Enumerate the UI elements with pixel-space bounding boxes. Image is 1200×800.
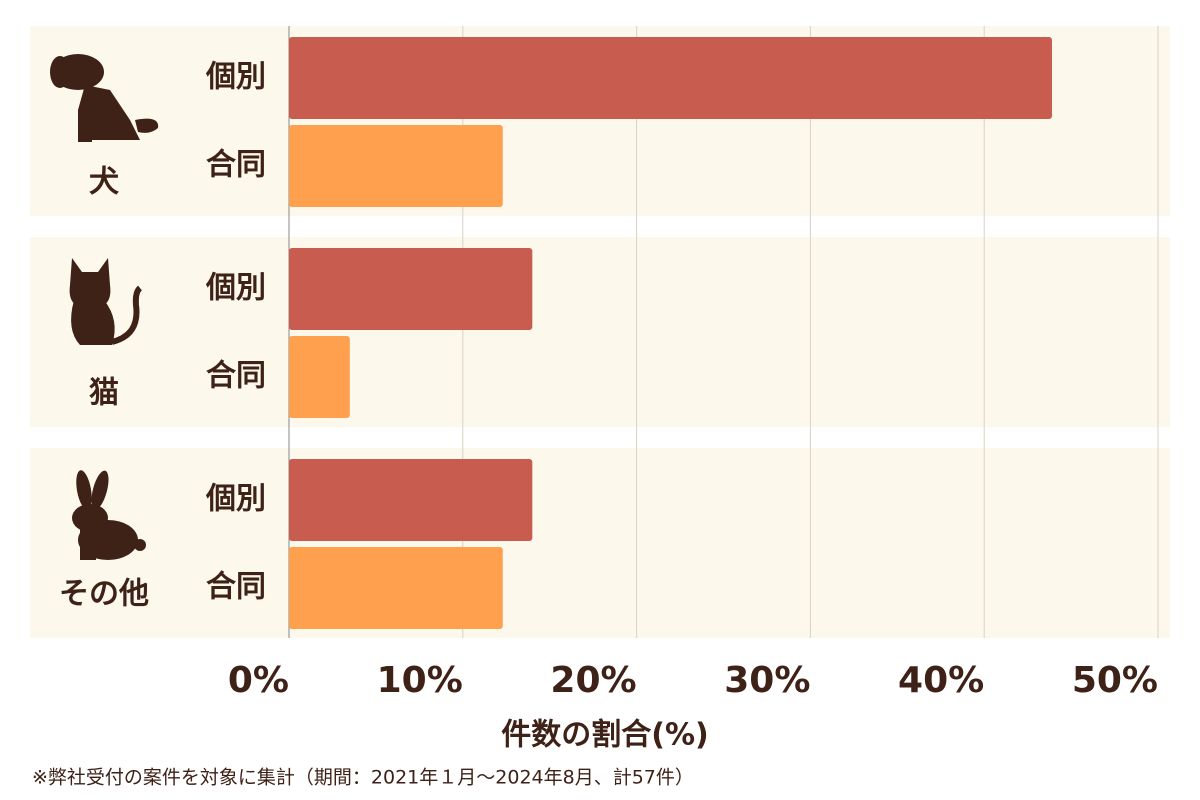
category-label: 犬 — [89, 165, 119, 200]
x-tick-label: 10% — [377, 660, 463, 701]
bar — [289, 547, 503, 629]
x-tick-label: 0% — [228, 660, 289, 701]
bar — [289, 37, 1052, 119]
category-label: その他 — [59, 577, 149, 612]
x-axis-label: 件数の割合(%) — [501, 718, 708, 753]
x-tick-label: 30% — [724, 660, 810, 701]
footnote: ※弊社受付の案件を対象に集計（期間：2021年１月〜2024年8月、計57件） — [32, 767, 694, 789]
bar — [289, 336, 350, 418]
bar — [289, 248, 533, 330]
icons — [50, 54, 159, 560]
series-label: 合同 — [206, 570, 266, 605]
panel — [30, 448, 1170, 638]
series-label: 個別 — [205, 60, 266, 95]
x-tick-label: 40% — [898, 660, 984, 701]
series-label: 合同 — [206, 148, 266, 183]
dog-icon — [50, 54, 159, 142]
bar — [289, 125, 503, 207]
series-label: 合同 — [206, 359, 266, 394]
cat-icon — [69, 258, 143, 345]
category-label: 猫 — [89, 376, 119, 411]
x-tick-label: 50% — [1072, 660, 1158, 701]
x-tick-label: 20% — [550, 660, 636, 701]
series-label: 個別 — [205, 271, 266, 306]
bar — [289, 459, 533, 541]
series-label: 個別 — [205, 482, 266, 517]
rabbit-icon — [72, 470, 146, 560]
panel — [30, 237, 1170, 427]
